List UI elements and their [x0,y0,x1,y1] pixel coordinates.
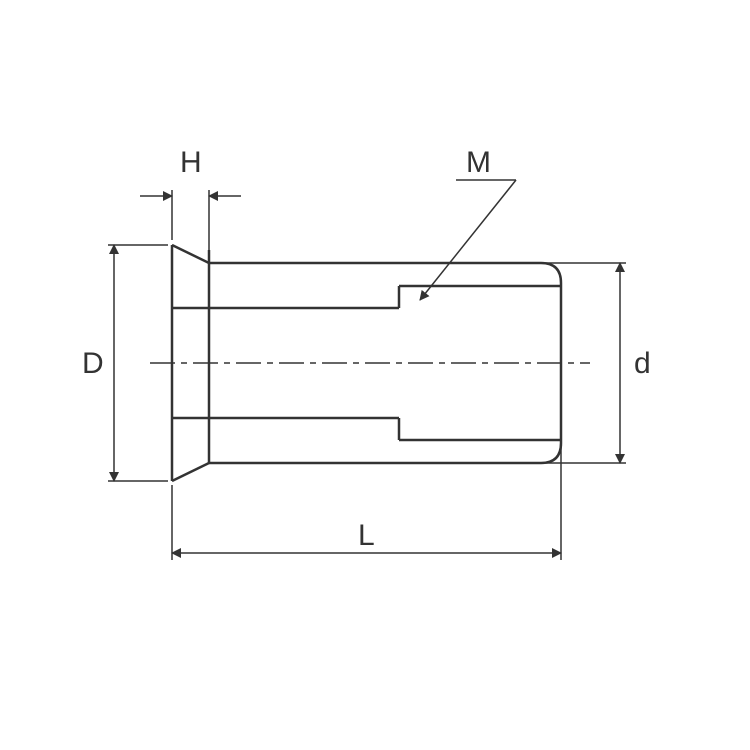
label-L: L [358,519,375,552]
label-M: M [466,146,491,179]
label-d: d [634,347,651,380]
dimension-H: H [140,146,241,258]
part-outline [150,245,590,481]
label-H: H [180,146,202,179]
technical-drawing: H M D d L [0,0,750,750]
dimension-M: M [420,146,516,300]
label-D: D [82,347,104,380]
